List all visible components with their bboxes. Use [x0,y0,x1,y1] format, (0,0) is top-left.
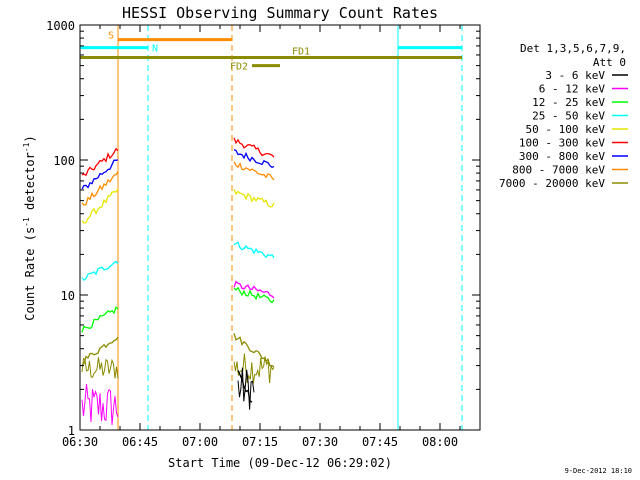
series-line [233,280,275,299]
series-line [233,137,275,158]
noise-band [233,353,275,384]
flag-label: FD2 [230,62,248,73]
series-line [237,370,253,403]
series-line [81,171,119,206]
x-axis-label: Start Time (09-Dec-12 06:29:02) [168,456,392,470]
y-tick-label: 100 [53,154,75,168]
series-line [233,241,275,259]
chart-title: HESSI Observing Summary Count Rates [122,4,438,22]
series-line [233,161,275,181]
plot-area: S N FD1 FD2 06:30 06:45 07:00 07:15 07:30 07:45 08… [46,19,481,449]
series-line [81,306,119,333]
noise-band [81,357,119,379]
legend-label: 300 - 800 keV [519,150,605,163]
y-tick-label: 1000 [46,19,75,33]
legend-label: 25 - 50 keV [532,110,605,123]
series-line [81,260,119,281]
y-axis-label: Count Rate (s-1 detector-1) [22,135,37,320]
series-line [233,149,275,169]
legend-label: 100 - 300 keV [519,137,605,150]
x-tick-label: 07:00 [182,435,218,449]
series-line [233,189,275,208]
noise-band [81,383,119,425]
y-tick-label: 10 [61,289,75,303]
flag-label: S [108,31,114,42]
flag-label: FD1 [292,46,310,57]
flag-label: N [152,44,158,55]
y-tick-label: 1 [68,424,75,438]
series-line [81,188,119,224]
legend-label: 50 - 100 keV [526,123,606,136]
series-line [81,147,119,177]
legend-label: 3 - 6 keV [545,69,605,82]
legend-label: 800 - 7000 keV [512,164,605,177]
legend-label: 6 - 12 keV [539,83,606,96]
footer-timestamp: 9-Dec-2012 18:10 [565,467,632,475]
x-tick-label: 07:30 [302,435,338,449]
x-tick-label: 06:30 [62,435,98,449]
plot-frame [79,24,481,431]
x-tick-label: 07:15 [242,435,278,449]
x-tick-label: 08:00 [422,435,458,449]
x-tick-label: 06:45 [122,435,158,449]
series-line [81,159,119,190]
series-line [81,336,119,366]
legend-header: Att 0 [593,56,626,69]
x-tick-label: 07:45 [362,435,398,449]
legend-header: Det 1,3,5,6,7,9, [520,42,626,55]
series-line [233,286,275,304]
legend-label: 12 - 25 keV [532,96,605,109]
noise-band [237,367,255,410]
legend-label: 7000 - 20000 keV [499,177,605,190]
series-line [233,333,275,368]
